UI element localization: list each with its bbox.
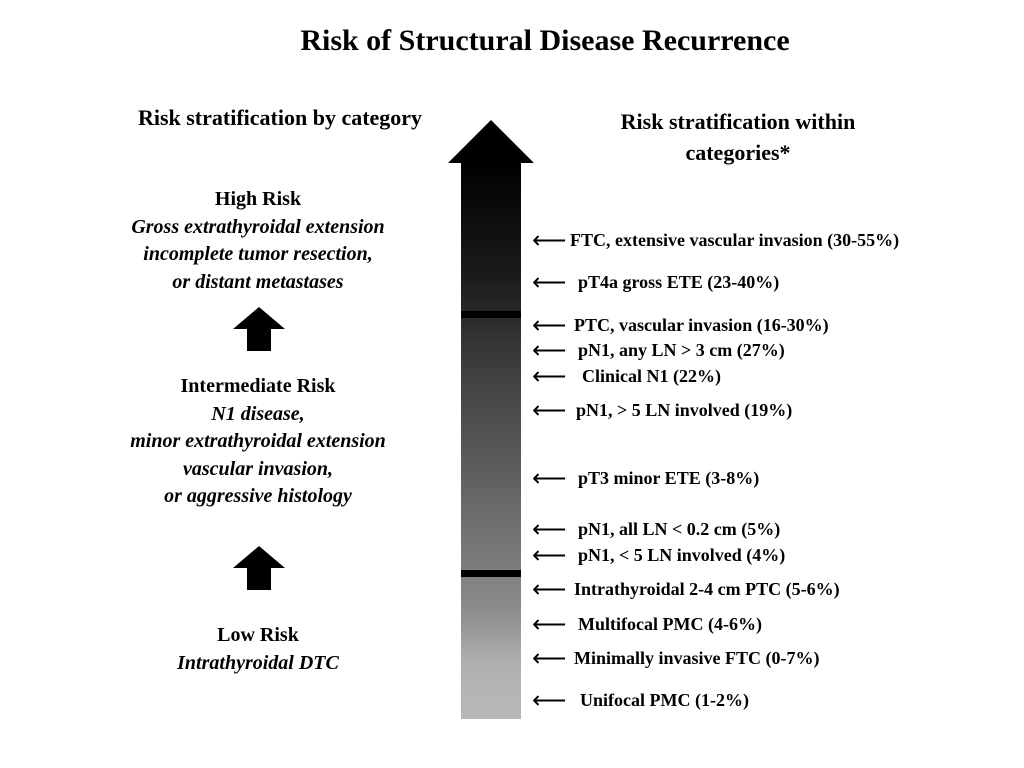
risk-item-label: pN1, > 5 LN involved (19%) [576, 399, 793, 420]
risk-item-label: Clinical N1 (22%) [582, 365, 721, 386]
left-arrow-icon: ⟵ [532, 311, 567, 339]
risk-item: ⟵ pT3 minor ETE (3-8%) [532, 466, 759, 490]
right-heading-line-1: Risk stratification within [620, 109, 856, 134]
category-name: High Risk [214, 188, 302, 210]
left-arrow-icon: ⟵ [532, 610, 567, 638]
category-desc-line: or distant metastases [172, 270, 344, 293]
category-name: Low Risk [217, 624, 299, 646]
category-desc-line: Intrathyroidal DTC [177, 651, 339, 674]
left-arrow-icon: ⟵ [532, 396, 567, 424]
risk-item-label: PTC, vascular invasion (16-30%) [574, 314, 829, 335]
category-desc-line: vascular invasion, [182, 457, 334, 480]
left-arrow-icon: ⟵ [532, 686, 567, 714]
risk-item-label: pT3 minor ETE (3-8%) [578, 467, 760, 488]
category-desc-line: Gross extrathyroidal extension [131, 215, 385, 238]
left-arrow-icon: ⟵ [532, 541, 567, 569]
right-heading-line-2: categories* [685, 140, 791, 165]
left-arrow-icon: ⟵ [532, 336, 567, 364]
category-desc-line: N1 disease, [211, 402, 305, 425]
risk-item-label: pT4a gross ETE (23-40%) [578, 271, 780, 292]
category-name: Intermediate Risk [180, 375, 336, 397]
risk-item: ⟵ Minimally invasive FTC (0-7%) [532, 646, 820, 670]
risk-item: ⟵ Intrathyroidal 2-4 cm PTC (5-6%) [532, 577, 840, 601]
left-arrow-icon: ⟵ [532, 226, 567, 254]
left-arrow-icon: ⟵ [532, 464, 567, 492]
risk-item: ⟵ pN1, > 5 LN involved (19%) [532, 398, 792, 422]
left-arrow-icon: ⟵ [532, 362, 567, 390]
risk-items-list: ⟵ FTC, extensive vascular invasion (30-5… [532, 0, 1012, 768]
up-arrow-icon [233, 546, 285, 590]
category-low-risk: Low Risk Intrathyroidal DTC [78, 622, 438, 677]
risk-item: ⟵ PTC, vascular invasion (16-30%) [532, 313, 829, 337]
risk-item-label: Multifocal PMC (4-6%) [578, 613, 762, 634]
left-column-heading: Risk stratification by category [137, 105, 423, 130]
risk-gradient-arrow [448, 120, 538, 720]
diagram-title: Risk of Structural Disease Recurrence [300, 24, 790, 57]
left-arrow-icon: ⟵ [532, 575, 567, 603]
left-arrow-icon: ⟵ [532, 515, 567, 543]
risk-item: ⟵ Unifocal PMC (1-2%) [532, 688, 749, 712]
intermediate-low-divider [461, 570, 521, 577]
risk-item: ⟵ Clinical N1 (22%) [532, 364, 721, 388]
risk-item: ⟵ pT4a gross ETE (23-40%) [532, 270, 779, 294]
category-desc-line: or aggressive histology [164, 485, 352, 507]
gradient-bar [461, 162, 521, 719]
risk-item: ⟵ pN1, all LN < 0.2 cm (5%) [532, 517, 780, 541]
left-arrow-icon: ⟵ [532, 268, 567, 296]
high-intermediate-divider [461, 311, 521, 318]
risk-item-label: pN1, all LN < 0.2 cm (5%) [578, 518, 781, 539]
category-desc-line: minor extrathyroidal extension [130, 430, 386, 452]
gradient-arrow-head [448, 120, 534, 163]
risk-item-label: FTC, extensive vascular invasion (30-55%… [570, 229, 900, 250]
left-arrow-icon: ⟵ [532, 644, 567, 672]
right-column-heading: Risk stratification within categories* [578, 106, 898, 168]
risk-item-label: Intrathyroidal 2-4 cm PTC (5-6%) [574, 578, 840, 599]
risk-item-label: pN1, any LN > 3 cm (27%) [578, 339, 785, 360]
risk-item-label: pN1, < 5 LN involved (4%) [578, 544, 786, 565]
risk-item: ⟵ FTC, extensive vascular invasion (30-5… [532, 228, 899, 252]
category-intermediate-risk: Intermediate Risk N1 disease, minor extr… [78, 373, 438, 511]
up-arrow-icon [233, 307, 285, 351]
risk-item-label: Unifocal PMC (1-2%) [580, 689, 749, 710]
category-desc-line: incomplete tumor resection, [143, 243, 373, 265]
category-high-risk: High Risk Gross extrathyroidal extension… [78, 186, 438, 296]
risk-item-label: Minimally invasive FTC (0-7%) [574, 647, 820, 668]
risk-item: ⟵ pN1, < 5 LN involved (4%) [532, 543, 785, 567]
risk-item: ⟵ pN1, any LN > 3 cm (27%) [532, 338, 785, 362]
risk-item: ⟵ Multifocal PMC (4-6%) [532, 612, 762, 636]
